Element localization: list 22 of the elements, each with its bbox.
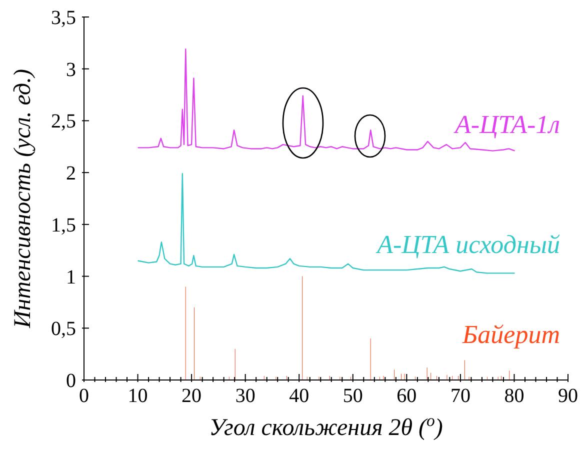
y-tick-label: 3,5 [51,7,76,29]
series-label: А-ЦТА-1л [454,110,560,140]
x-axis-title: Угол скольжения 2θ ($^{o}$) [209,410,443,441]
y-tick-label: 0 [66,370,76,392]
x-tick-label: 70 [450,385,470,407]
x-tick-label: 20 [182,385,202,407]
series-label: А-ЦТА исходный [377,230,560,260]
y-tick-label: 2,5 [51,110,76,133]
y-tick-label: 1 [66,266,76,288]
x-tick-label: 60 [396,385,417,407]
series-label: Байерит [462,320,560,350]
x-tick-label: 80 [504,385,524,407]
x-tick-label: 90 [558,385,578,407]
y-tick-label: 1,5 [51,214,76,236]
x-tick-label: 10 [128,385,148,407]
y-tick-label: 0,5 [51,318,76,340]
x-tick-label: 50 [342,385,363,407]
x-tick-label: 40 [289,385,310,407]
x-tick-label: 30 [235,385,256,407]
y-axis-title: Интенсивность (усл. ед.) [10,69,36,329]
y-tick-label: 3 [66,58,76,81]
y-tick-label: 2 [66,162,76,185]
